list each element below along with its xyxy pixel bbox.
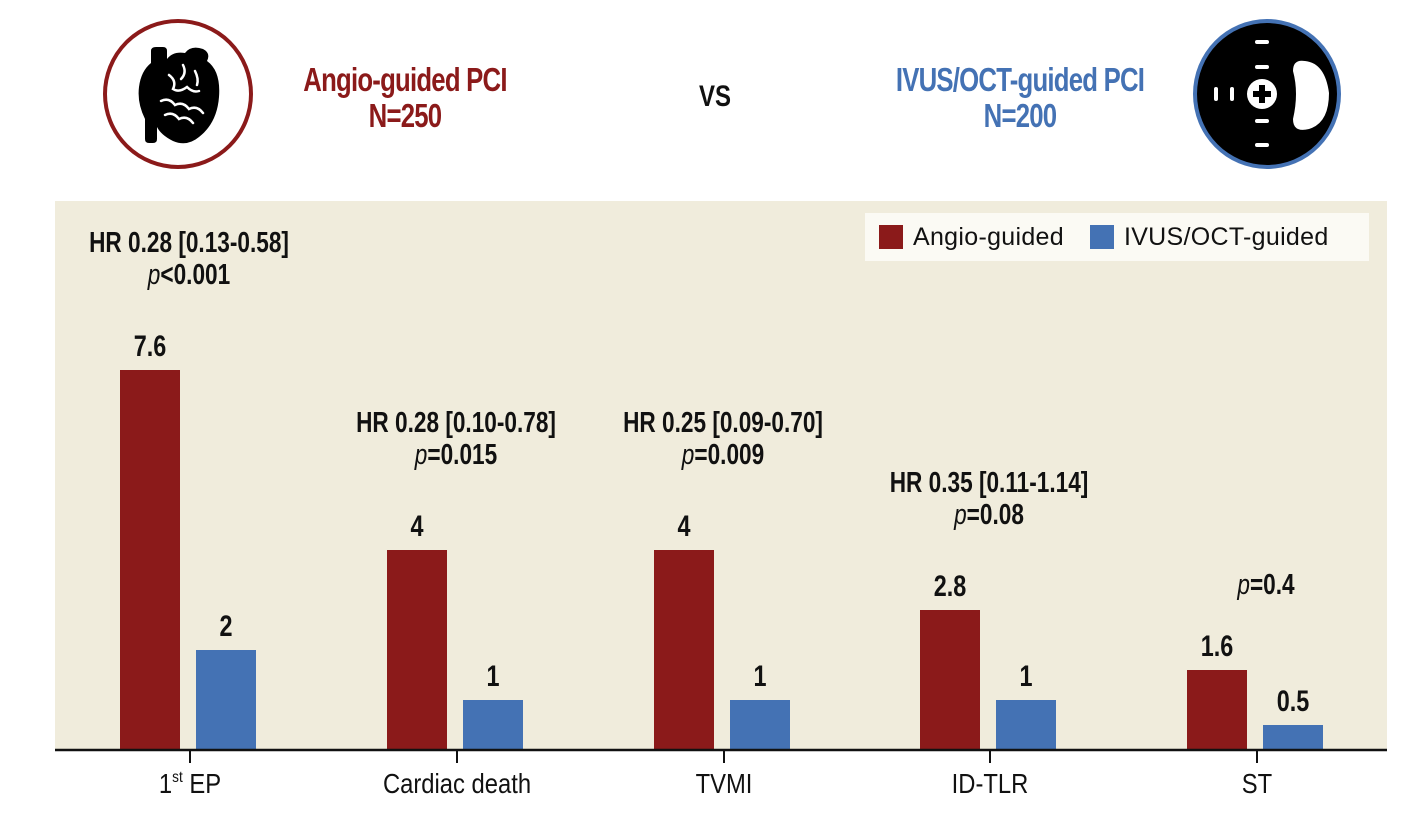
- legend-label-angio: Angio-guided: [913, 222, 1064, 251]
- p-value: =0.015: [427, 437, 497, 470]
- bar-ivus-2: [730, 700, 790, 750]
- tick-label-main: Cardiac death: [383, 767, 531, 799]
- ivus-title-text: IVUS/OCT-guided PCI: [895, 61, 1145, 98]
- x-tick-label-2: TVMI: [696, 767, 753, 799]
- tick-label-main: ST: [1242, 767, 1273, 799]
- heart-icon: [103, 19, 253, 169]
- hr-annotation-0: HR 0.28 [0.13-0.58]: [89, 225, 289, 258]
- p-value: =0.08: [967, 497, 1024, 530]
- value-label-ivus-1: 1: [486, 659, 499, 692]
- value-label-angio-4: 1.6: [1201, 629, 1234, 662]
- value-label-angio-0: 7.6: [134, 329, 167, 362]
- value-label-angio-3: 2.8: [934, 569, 967, 602]
- p-value-annotation-3: p=0.08: [953, 497, 1024, 530]
- bar-ivus-1: [463, 700, 523, 750]
- legend-swatch-ivus: [1089, 225, 1114, 249]
- legend-item-ivus: IVUS/OCT-guided: [1089, 222, 1329, 252]
- x-tick-label-1: Cardiac death: [383, 767, 531, 799]
- tick-label-main: 1: [159, 767, 172, 799]
- p-value: <0.001: [160, 257, 230, 290]
- value-label-ivus-4: 0.5: [1277, 684, 1310, 717]
- bar-angio-1: [387, 550, 447, 750]
- x-tick-label-4: ST: [1242, 767, 1273, 799]
- hr-annotation-1: HR 0.28 [0.10-0.78]: [356, 405, 556, 438]
- hr-annotation-3: HR 0.35 [0.11-1.14]: [890, 465, 1089, 498]
- p-value: =0.009: [694, 437, 764, 470]
- bar-angio-0: [120, 370, 180, 750]
- legend: Angio-guided IVUS/OCT-guided: [865, 213, 1369, 261]
- value-label-ivus-0: 2: [219, 609, 232, 642]
- p-symbol: p: [414, 437, 427, 470]
- tick-label-main: ID-TLR: [952, 767, 1029, 799]
- angio-n-text: N=250: [368, 97, 442, 134]
- value-label-angio-1: 4: [410, 509, 423, 542]
- bar-ivus-0: [196, 650, 256, 750]
- p-symbol: p: [1237, 567, 1250, 600]
- value-label-angio-2: 4: [677, 509, 690, 542]
- x-tick-label-0: 1st EP: [159, 767, 221, 799]
- legend-label-ivus: IVUS/OCT-guided: [1123, 222, 1329, 251]
- angio-group-title: Angio-guided PCI N=250: [250, 62, 560, 134]
- hr-annotation-2: HR 0.25 [0.09-0.70]: [623, 405, 823, 438]
- p-value: =0.4: [1250, 567, 1295, 600]
- bar-angio-2: [654, 550, 714, 750]
- tick-label-main: TVMI: [696, 767, 753, 799]
- ivus-cross-section-icon: [1193, 19, 1341, 169]
- value-label-ivus-3: 1: [1019, 659, 1032, 692]
- ivus-group-title: IVUS/OCT-guided PCI N=200: [850, 62, 1190, 134]
- ivus-n-text: N=200: [983, 97, 1057, 134]
- bar-angio-3: [920, 610, 980, 750]
- bar-ivus-3: [996, 700, 1056, 750]
- p-value-annotation-0: p<0.001: [147, 257, 230, 290]
- p-value-annotation-1: p=0.015: [414, 437, 497, 470]
- chart-panel: [55, 201, 1387, 750]
- ivus-icon-glyph: [1214, 40, 1329, 147]
- p-symbol: p: [953, 497, 966, 530]
- p-symbol: p: [681, 437, 694, 470]
- angio-title-text: Angio-guided PCI: [303, 61, 507, 98]
- vs-label: VS: [680, 80, 750, 114]
- p-value-annotation-4: p=0.4: [1237, 567, 1296, 600]
- tick-label-superscript: st: [172, 769, 183, 786]
- bar-angio-4: [1187, 670, 1247, 750]
- bar-ivus-4: [1263, 725, 1323, 750]
- tick-label-rest: EP: [183, 767, 221, 799]
- vs-text: VS: [698, 80, 732, 113]
- legend-swatch-angio: [879, 225, 903, 249]
- p-symbol: p: [147, 257, 160, 290]
- p-value-annotation-2: p=0.009: [681, 437, 764, 470]
- heart-icon-glyph: [138, 47, 220, 144]
- value-label-ivus-2: 1: [753, 659, 766, 692]
- legend-item-angio: Angio-guided: [879, 223, 1064, 252]
- x-tick-label-3: ID-TLR: [952, 767, 1029, 799]
